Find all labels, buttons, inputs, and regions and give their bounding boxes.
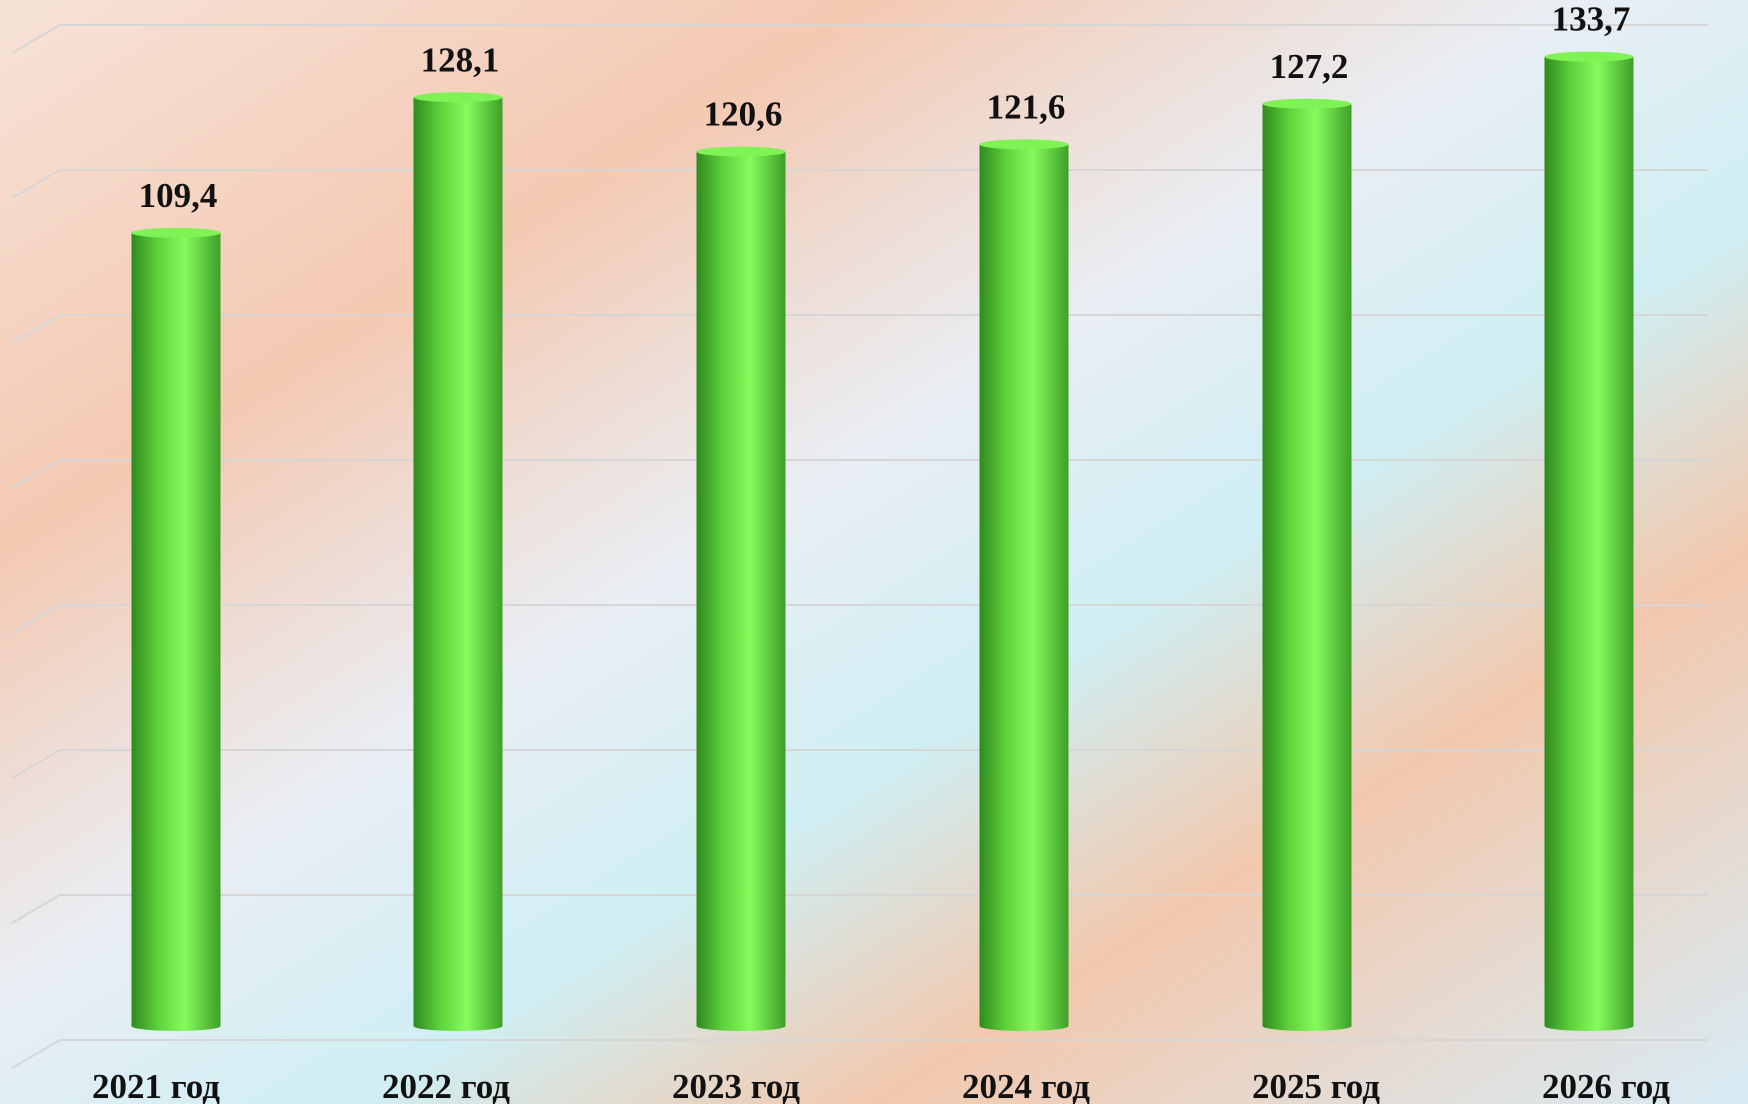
grid (11, 24, 1708, 1069)
bar (979, 144, 1069, 1031)
bar (1544, 56, 1634, 1032)
x-tick-label: 2025 год (1252, 1067, 1380, 1104)
grid-line (11, 604, 1708, 634)
bar-top (131, 227, 221, 238)
value-label: 120,6 (704, 95, 783, 134)
bars: 2021 год 109,4 2022 год 128,1 2023 год 120,6 2… (92, 0, 1670, 1104)
grid-line (11, 894, 1708, 924)
value-label: 121,6 (987, 87, 1066, 126)
bar-group: 133,7 (1544, 0, 1634, 1032)
bar-group: 120,6 (696, 95, 786, 1031)
bar-group: 109,4 (131, 176, 221, 1032)
bar-top (413, 92, 503, 103)
value-label: 133,7 (1552, 0, 1631, 39)
grid-line (11, 1039, 1708, 1069)
bar-top (1544, 51, 1634, 62)
grid-line (11, 459, 1708, 489)
bar-top (979, 139, 1069, 150)
bar-group: 127,2 (1262, 47, 1352, 1032)
grid-line (11, 749, 1708, 779)
grid-line (11, 24, 1708, 54)
grid-line (11, 314, 1708, 344)
value-label: 109,4 (139, 176, 218, 215)
value-label: 127,2 (1270, 47, 1349, 86)
bar (696, 151, 786, 1031)
bar-top (696, 146, 786, 157)
x-tick-label: 2021 год (92, 1067, 220, 1104)
x-tick-label: 2024 год (962, 1067, 1090, 1104)
x-tick-label: 2023 год (672, 1067, 800, 1104)
bar (131, 232, 221, 1032)
bar-group: 121,6 (979, 87, 1069, 1031)
grid-line (11, 169, 1708, 199)
x-tick-label: 2022 год (382, 1067, 510, 1104)
value-label: 128,1 (421, 40, 500, 79)
bar (413, 97, 503, 1031)
bar (1262, 103, 1352, 1032)
bar-group: 128,1 (413, 40, 503, 1031)
x-tick-label: 2026 год (1542, 1067, 1670, 1104)
bar-top (1262, 98, 1352, 109)
